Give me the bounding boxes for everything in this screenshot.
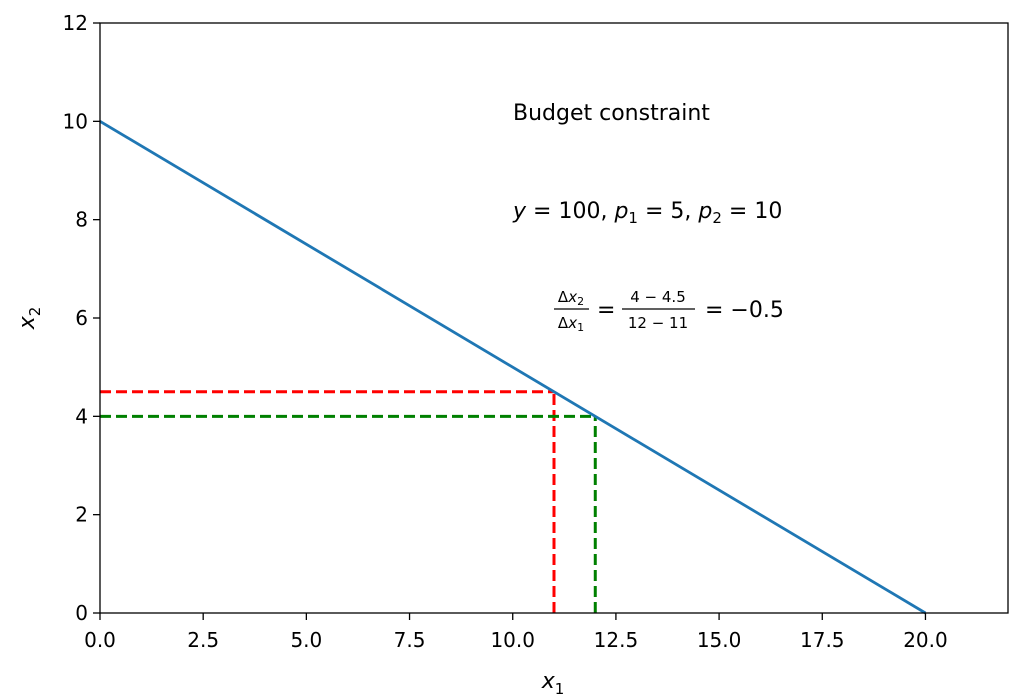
- y-tick-label: 6: [75, 306, 88, 330]
- series-line-1: [99, 120, 927, 615]
- svg-text:=: =: [597, 298, 615, 323]
- x-tick-label: 20.0: [903, 628, 948, 652]
- x-tick-label: 15.0: [697, 628, 742, 652]
- y-tick-label: 10: [63, 109, 88, 133]
- x-tick-label: 10.0: [490, 628, 535, 652]
- y-tick-label: 0: [75, 601, 88, 625]
- y-axis-label: x2: [15, 307, 44, 331]
- annotation-slope: Δx2 Δx1 = 4 − 4.5 12 − 11 = −0.5: [554, 288, 784, 334]
- svg-text:12 − 11: 12 − 11: [628, 314, 688, 332]
- reference-lines: [100, 390, 597, 613]
- x-axis-label: x1: [541, 669, 565, 698]
- svg-text:Δx2: Δx2: [558, 288, 584, 308]
- x-tick-label: 0.0: [84, 628, 116, 652]
- y-tick-label: 12: [63, 11, 88, 35]
- series-lines: [99, 120, 927, 615]
- y-tick-label: 4: [75, 404, 88, 428]
- x-tick-label: 12.5: [594, 628, 639, 652]
- x-tick-label: 2.5: [187, 628, 219, 652]
- ticks: 0.0 2.5 5.0 7.5 10.0 12.5 15.0 17.5 20.0 0 2 4 6 8 10 1…: [63, 11, 948, 652]
- y-tick-label: 2: [75, 503, 88, 527]
- annotation-params: y = 100, p1 = 5, p2 = 10: [512, 199, 782, 227]
- x-tick-label: 17.5: [800, 628, 845, 652]
- svg-text:4 − 4.5: 4 − 4.5: [630, 288, 686, 306]
- annotation-heading: Budget constraint: [513, 101, 710, 126]
- svg-text:Δx1: Δx1: [558, 314, 584, 334]
- x-tick-label: 5.0: [290, 628, 322, 652]
- y-tick-label: 8: [75, 208, 88, 232]
- x-tick-label: 7.5: [394, 628, 426, 652]
- svg-text:= −0.5: = −0.5: [705, 298, 784, 323]
